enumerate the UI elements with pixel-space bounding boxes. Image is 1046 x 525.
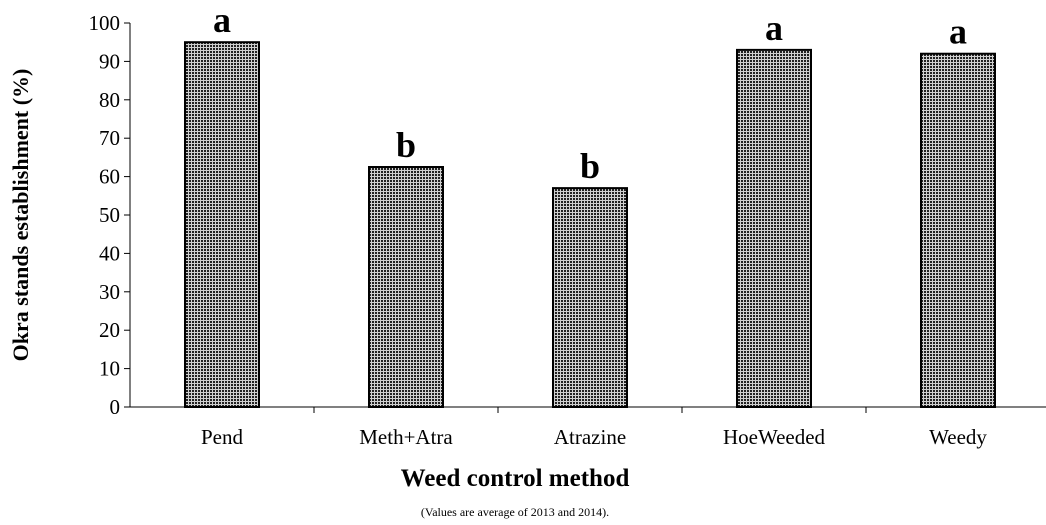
bar [552, 187, 628, 408]
significance-letter: b [580, 146, 600, 186]
y-tick-label: 50 [99, 203, 120, 227]
y-tick-label: 30 [99, 280, 120, 304]
y-axis-label: Okra stands establishment (%) [8, 69, 33, 362]
y-tick-label: 80 [99, 88, 120, 112]
x-tick-label: HoeWeeded [723, 425, 826, 449]
y-tick-label: 40 [99, 241, 120, 265]
x-tick-label: Weedy [929, 425, 987, 449]
significance-letter: a [765, 8, 783, 48]
y-tick-label: 100 [89, 11, 121, 35]
significance-letter: b [396, 125, 416, 165]
x-tick-label: Pend [201, 425, 244, 449]
bar [736, 48, 812, 408]
bar [184, 41, 260, 408]
x-tick-label: Meth+Atra [359, 425, 453, 449]
bar [920, 52, 996, 408]
y-tick-label: 70 [99, 126, 120, 150]
bar [368, 166, 444, 408]
significance-letter: a [213, 0, 231, 40]
footnote: (Values are average of 2013 and 2014). [421, 505, 609, 519]
y-tick-label: 10 [99, 357, 120, 381]
y-tick-label: 20 [99, 318, 120, 342]
y-tick-label: 60 [99, 165, 120, 189]
y-tick-label: 90 [99, 49, 120, 73]
significance-letter: a [949, 12, 967, 52]
x-tick-label: Atrazine [554, 425, 626, 449]
x-axis-label: Weed control method [401, 465, 630, 492]
y-tick-label: 0 [110, 395, 121, 419]
